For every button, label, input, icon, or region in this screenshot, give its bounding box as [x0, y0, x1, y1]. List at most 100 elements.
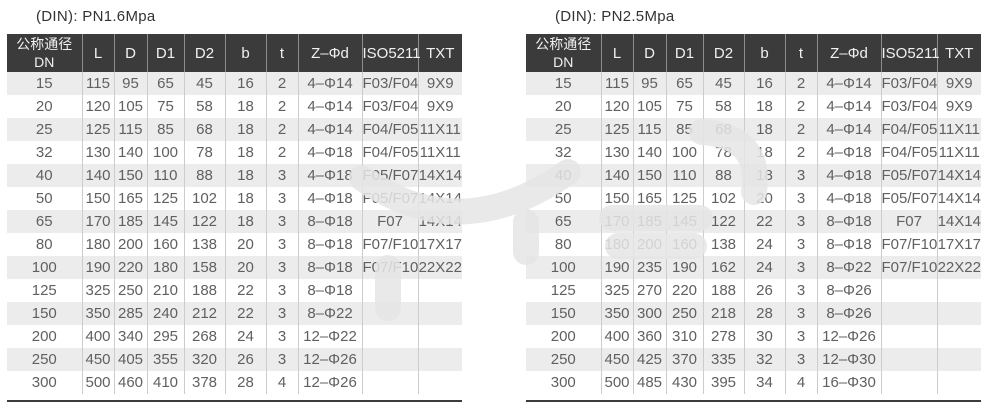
table-cell: 12–Φ22 [297, 325, 362, 348]
spec-tables-container: (DIN): PN1.6Mpa 公称通径 DN L [7, 6, 981, 402]
table-cell: 3 [784, 164, 817, 187]
table-cell: 430 [665, 371, 703, 394]
col-header-b: b [224, 34, 266, 72]
table-cell: 78 [702, 141, 744, 164]
table-cell [361, 371, 418, 394]
table-cell: 18 [224, 141, 266, 164]
table-cell: 250 [7, 348, 82, 371]
table-cell [361, 302, 418, 325]
table-cell: 158 [183, 256, 225, 279]
table-cell: 14X14 [936, 210, 981, 233]
table-cell: 18 [743, 118, 785, 141]
table-cell: 200 [7, 325, 82, 348]
table-cell: 138 [702, 233, 744, 256]
table-cell: 355 [146, 348, 184, 371]
table-cell: 395 [702, 371, 744, 394]
table-cell: 95 [113, 72, 147, 95]
table-cell: 125 [526, 279, 601, 302]
table-cell: 22 [224, 302, 266, 325]
table-cell [880, 371, 937, 394]
table-cell: 28 [743, 302, 785, 325]
table-cell: 170 [600, 210, 633, 233]
table-cell: 4–Φ14 [297, 118, 362, 141]
table-cell: 3 [265, 210, 298, 233]
table-cell: 130 [600, 141, 633, 164]
col-header-dn-en: DN [553, 54, 574, 70]
table-cell: 3 [784, 256, 817, 279]
table-cell [936, 348, 981, 371]
table-cell: 145 [665, 210, 703, 233]
table-cell: 12–Φ30 [816, 348, 881, 371]
table-cell: 3 [265, 325, 298, 348]
table-cell: 8–Φ18 [297, 233, 362, 256]
table-cell: 140 [600, 164, 633, 187]
dimension-table-pn25: 公称通径 DN L D D1 D2 b t Z–Φd ISO5211 TXT [526, 34, 981, 394]
table-cell: 115 [600, 72, 633, 95]
table-cell: 8–Φ18 [297, 256, 362, 279]
table-cell: 235 [632, 256, 666, 279]
table-cell: 400 [81, 325, 114, 348]
table-cell: 50 [526, 187, 601, 210]
table-cell: 28 [224, 371, 266, 394]
table-cell: 4–Φ14 [297, 95, 362, 118]
table-row: 200 400 340 295 268 24 3 12–Φ22 [7, 325, 462, 348]
table-cell: 3 [784, 210, 817, 233]
table-cell: 210 [146, 279, 184, 302]
table-cell [417, 371, 462, 394]
table-row: 150 350 285 240 212 22 3 8–Φ22 [7, 302, 462, 325]
table-cell: 122 [183, 210, 225, 233]
table-cell: 4–Φ18 [297, 141, 362, 164]
table-cell: 140 [81, 164, 114, 187]
table-cell: F07/F10 [880, 256, 937, 279]
table-cell: F03/F04 [880, 72, 937, 95]
table-cell: 320 [183, 348, 225, 371]
table-cell: 8–Φ26 [816, 279, 881, 302]
table-cell: 17X17 [417, 233, 462, 256]
table-cell: 150 [113, 164, 147, 187]
table-cell: 17X17 [936, 233, 981, 256]
table-cell: 95 [632, 72, 666, 95]
table-row: 15 115 95 65 45 16 2 4–Φ14 F03/F04 9X9 [526, 72, 981, 95]
table-cell: 410 [146, 371, 184, 394]
table-cell: 250 [526, 348, 601, 371]
table-cell: 2 [265, 118, 298, 141]
table-cell: 8–Φ26 [816, 302, 881, 325]
table-cell: 2 [265, 95, 298, 118]
table-cell: 12–Φ26 [297, 348, 362, 371]
table-cell: 120 [600, 95, 633, 118]
table-cell: 18 [224, 118, 266, 141]
table-cell: 8–Φ18 [816, 210, 881, 233]
table-cell [361, 348, 418, 371]
table-cell: 16 [743, 72, 785, 95]
table-cell: 190 [665, 256, 703, 279]
table-cell: 240 [146, 302, 184, 325]
table-cell: 485 [632, 371, 666, 394]
table-cell: 140 [632, 141, 666, 164]
table-cell [936, 325, 981, 348]
table-cell: 20 [743, 187, 785, 210]
table-cell: 220 [113, 256, 147, 279]
header-row: 公称通径 DN L D D1 D2 b t Z–Φd ISO5211 TXT [7, 34, 462, 72]
table-cell [361, 325, 418, 348]
table-cell: 30 [743, 325, 785, 348]
table-cell: 34 [743, 371, 785, 394]
table-row: 32 130 140 100 78 18 2 4–Φ18 F04/F05 11X11 [526, 141, 981, 164]
table-cell: 9X9 [936, 72, 981, 95]
table-cell: 102 [183, 187, 225, 210]
table-cell: 100 [526, 256, 601, 279]
table-cell: 8–Φ18 [816, 233, 881, 256]
table-cell: 3 [784, 233, 817, 256]
table-cell: 180 [146, 256, 184, 279]
table-cell: 3 [784, 302, 817, 325]
table-cell: 500 [600, 371, 633, 394]
table-cell: 185 [632, 210, 666, 233]
table-cell: 145 [146, 210, 184, 233]
table-cell: 188 [183, 279, 225, 302]
table-cell: 65 [665, 72, 703, 95]
table-cell: 20 [7, 95, 82, 118]
table-cell: F03/F04 [880, 95, 937, 118]
col-header-d: D [632, 34, 666, 72]
table-row: 125 325 250 210 188 22 3 8–Φ18 [7, 279, 462, 302]
col-header-t: t [784, 34, 817, 72]
table-cell: 160 [146, 233, 184, 256]
